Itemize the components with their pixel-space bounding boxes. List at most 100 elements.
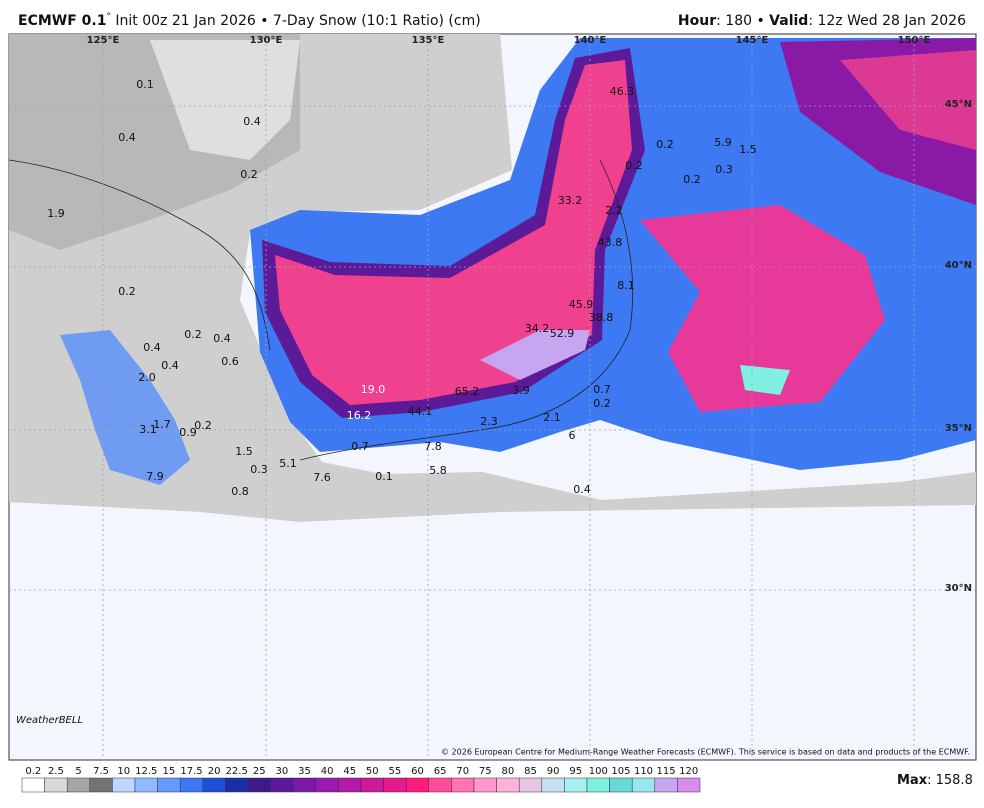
northeast-pink (840, 50, 976, 150)
snow-total-label: 0.8 (231, 485, 249, 498)
colorbar-swatch (202, 777, 226, 793)
snow-total-label: 0.4 (573, 483, 591, 496)
snow-total-label: 3.9 (512, 384, 530, 397)
snow-total-label: 16.2 (347, 409, 372, 422)
colorbar-label: 35 (298, 766, 311, 777)
latitude-label: 30°N (945, 583, 972, 594)
longitude-label: 145°E (736, 35, 769, 46)
colorbar-label: 25 (253, 766, 266, 777)
snow-total-label: 33.2 (558, 194, 583, 207)
snow-total-label: 0.7 (351, 440, 369, 453)
colorbar-label: 10 (117, 766, 130, 777)
snow-total-label: 0.4 (243, 115, 261, 128)
colorbar-label: 105 (611, 766, 630, 777)
colorbar-swatch (631, 777, 656, 793)
longitude-label: 130°E (250, 35, 283, 46)
colorbar-swatch (451, 777, 475, 793)
colorbar-swatch (518, 777, 543, 793)
max-label: Max (897, 773, 928, 788)
snow-total-label: 19.0 (361, 383, 386, 396)
colorbar-swatch (157, 777, 181, 793)
latitude-label: 35°N (945, 423, 972, 434)
hour-value: : 180 • (716, 13, 769, 29)
colorbar-swatch (66, 777, 91, 793)
colorbar-label: 90 (547, 766, 560, 777)
snow-total-label: 5.9 (714, 136, 732, 149)
snow-total-label: 0.2 (240, 168, 258, 181)
colorbar-label: 55 (389, 766, 402, 777)
max-info: Max: 158.8 (897, 773, 973, 788)
colorbar-label: 22.5 (226, 766, 248, 777)
colorbar-label: 15 (163, 766, 176, 777)
korea-snow (60, 330, 190, 485)
snow-total-label: 2.0 (138, 371, 156, 384)
colorbar-swatch (360, 777, 384, 793)
snow-total-label: 1.9 (47, 207, 65, 220)
snow-total-label: 46.3 (610, 85, 635, 98)
colorbar-label: 85 (524, 766, 537, 777)
colorbar-swatch (428, 777, 452, 793)
snow-total-label: 1.5 (235, 445, 253, 458)
snow-total-label: 0.6 (221, 355, 239, 368)
longitude-label: 140°E (574, 35, 607, 46)
pink-snow (275, 60, 632, 405)
colorbar-label: 40 (321, 766, 334, 777)
colorbar-label: 70 (456, 766, 469, 777)
colorbar-swatch (315, 777, 339, 793)
title-degree: ° (106, 12, 111, 22)
colorbar-label: 60 (411, 766, 424, 777)
snow-total-label: 38.8 (589, 311, 614, 324)
colorbar-label: 110 (634, 766, 653, 777)
colorbar-swatch (338, 777, 362, 793)
colorbar-swatch (383, 777, 407, 793)
snow-total-label: 0.4 (213, 332, 231, 345)
colorbar-swatch (134, 777, 158, 793)
colorbar-swatch (473, 777, 497, 793)
colorbar-label: 17.5 (180, 766, 202, 777)
colorbar-label: 2.5 (48, 766, 64, 777)
snow-total-label: 0.2 (625, 159, 643, 172)
colorbar-swatch (112, 777, 136, 793)
snow-total-label: 1.5 (739, 143, 757, 156)
colorbar-label: 7.5 (93, 766, 109, 777)
colorbar-label: 12.5 (135, 766, 157, 777)
valid-value: : 12z Wed 28 Jan 2026 (808, 13, 966, 29)
colorbar-swatch (496, 777, 520, 793)
snow-total-label: 0.2 (118, 285, 136, 298)
snow-total-label: 0.1 (375, 470, 393, 483)
snow-total-label: 0.1 (136, 78, 154, 91)
colorbar-swatch (677, 777, 701, 793)
colorbar-swatch (247, 777, 271, 793)
snow-total-label: 3.1 (139, 423, 157, 436)
colorbar-label: 80 (502, 766, 515, 777)
snow-total-label: 0.3 (715, 163, 733, 176)
trace-snow (150, 40, 300, 160)
colorbar-label: 20 (208, 766, 221, 777)
colorbar-label: 65 (434, 766, 447, 777)
heavy-snow (480, 330, 590, 380)
colorbar-swatch (405, 777, 430, 793)
snow-total-label: 8.1 (617, 279, 635, 292)
colorbar-swatch (44, 777, 68, 793)
teal-spot (740, 365, 790, 395)
title: ECMWF 0.1° Init 00z 21 Jan 2026 • 7-Day … (18, 12, 481, 30)
snow-total-label: 0.4 (161, 359, 179, 372)
colorbar-label: 45 (343, 766, 356, 777)
colorbar-swatch (225, 777, 249, 793)
snow-total-label: 65.2 (455, 385, 480, 398)
longitude-label: 135°E (412, 35, 445, 46)
latitude-label: 40°N (945, 260, 972, 271)
colorbar-swatch (21, 777, 45, 793)
snow-total-label: 0.2 (683, 173, 701, 186)
colorbar-label: 120 (679, 766, 698, 777)
valid-label: Valid (769, 13, 808, 29)
colorbar-label: 0.2 (25, 766, 41, 777)
snow-total-label: 44.1 (408, 405, 433, 418)
colorbar-swatch (179, 777, 204, 793)
copyright: © 2026 European Centre for Medium-Range … (441, 748, 970, 757)
colorbar-label: 75 (479, 766, 492, 777)
colorbar-swatch (541, 777, 565, 793)
snow-total-label: 52.9 (550, 327, 575, 340)
